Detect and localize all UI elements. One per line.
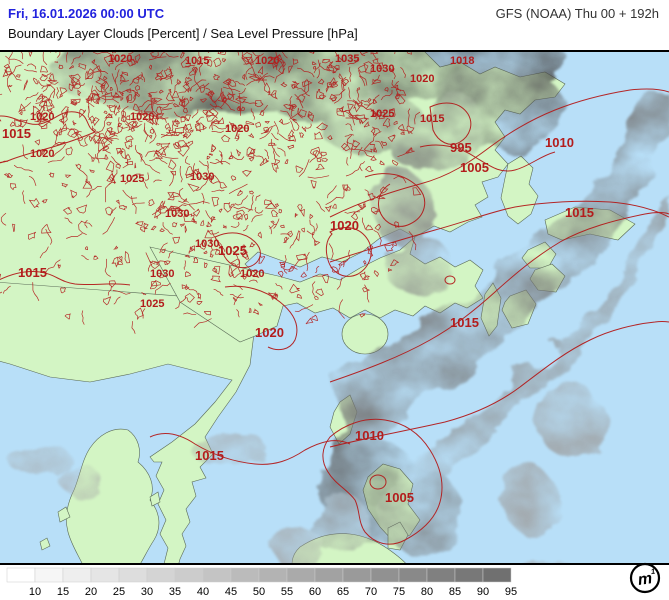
svg-text:70: 70 xyxy=(365,586,377,598)
svg-text:1005: 1005 xyxy=(460,160,489,175)
svg-text:75: 75 xyxy=(393,586,405,598)
svg-text:1025: 1025 xyxy=(120,173,144,185)
svg-text:25: 25 xyxy=(113,586,125,598)
svg-text:1015: 1015 xyxy=(450,315,479,330)
svg-text:1035: 1035 xyxy=(335,53,359,65)
svg-text:1030: 1030 xyxy=(195,238,219,250)
svg-text:90: 90 xyxy=(477,586,489,598)
svg-text:55: 55 xyxy=(281,586,293,598)
svg-text:10: 10 xyxy=(29,586,41,598)
svg-text:20: 20 xyxy=(85,586,97,598)
svg-text:1015: 1015 xyxy=(195,448,224,463)
svg-text:1005: 1005 xyxy=(385,490,414,505)
svg-text:80: 80 xyxy=(421,586,433,598)
svg-text:65: 65 xyxy=(337,586,349,598)
svg-text:1020: 1020 xyxy=(410,73,434,85)
svg-text:60: 60 xyxy=(309,586,321,598)
svg-text:50: 50 xyxy=(253,586,265,598)
svg-text:1010: 1010 xyxy=(545,135,574,150)
svg-text:40: 40 xyxy=(197,586,209,598)
svg-text:1015: 1015 xyxy=(18,265,47,280)
svg-text:15: 15 xyxy=(57,586,69,598)
svg-text:85: 85 xyxy=(449,586,461,598)
svg-text:995: 995 xyxy=(450,140,472,155)
svg-text:1020: 1020 xyxy=(255,325,284,340)
svg-text:1015: 1015 xyxy=(565,205,594,220)
svg-text:95: 95 xyxy=(505,586,517,598)
svg-text:35: 35 xyxy=(169,586,181,598)
svg-text:1015: 1015 xyxy=(420,113,444,125)
svg-text:1018: 1018 xyxy=(450,55,474,67)
svg-text:1015: 1015 xyxy=(2,126,31,141)
svg-text:1010: 1010 xyxy=(355,428,384,443)
svg-text:1025: 1025 xyxy=(140,298,164,310)
svg-text:1020: 1020 xyxy=(330,218,359,233)
svg-text:45: 45 xyxy=(225,586,237,598)
svg-text:30: 30 xyxy=(141,586,153,598)
